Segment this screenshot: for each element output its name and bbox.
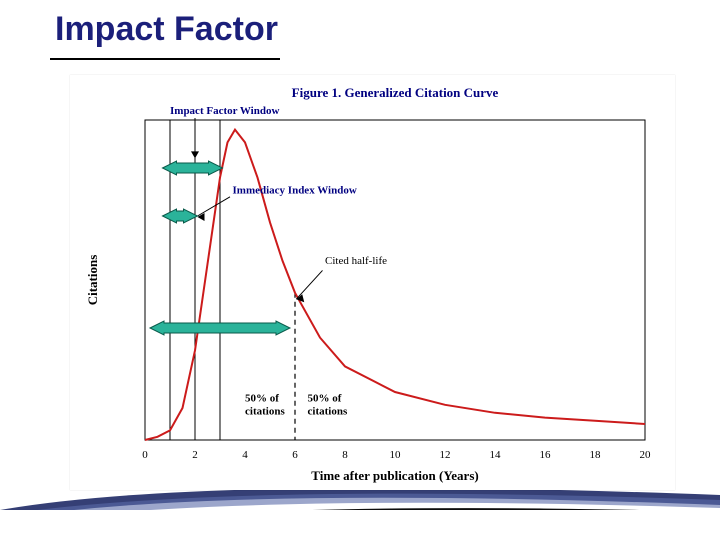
x-tick-label: 4 (242, 449, 248, 461)
figure-container: Figure 1. Generalized Citation Curve 0 2 4 6… (70, 75, 675, 490)
x-axis-label: Time after publication (Years) (311, 468, 478, 483)
figure-caption: Figure 1. Generalized Citation Curve (292, 85, 499, 100)
immediacy-label: Immediacy Index Window (233, 185, 357, 197)
arrow-half-life (150, 321, 290, 335)
right-50-label-line2: citations (308, 406, 348, 418)
left-50-label-line2: citations (245, 406, 285, 418)
title-underline (50, 58, 280, 60)
x-tick-label: 6 (292, 449, 298, 461)
y-axis-label: Citations (85, 255, 100, 306)
left-50-label-line1: 50% of (245, 393, 279, 405)
x-tick-label: 2 (192, 449, 198, 461)
slide-title: Impact Factor (55, 10, 278, 49)
slide: Impact Factor Figure 1. Generalized Cita… (0, 0, 720, 540)
half-life-label: Cited half-life (325, 255, 387, 267)
x-tick-label: 12 (440, 449, 451, 461)
impact-factor-label: Impact Factor Window (170, 105, 279, 117)
x-tick-label: 14 (490, 449, 502, 461)
x-tick-label: 8 (342, 449, 348, 461)
x-tick-label: 20 (640, 449, 652, 461)
x-tick-label: 18 (590, 449, 602, 461)
x-tick-label: 0 (142, 449, 148, 461)
arrow-impact-factor (163, 161, 223, 175)
x-tick-label: 16 (540, 449, 552, 461)
citation-chart: Figure 1. Generalized Citation Curve 0 2 4 6… (70, 75, 675, 490)
x-tick-label: 10 (390, 449, 402, 461)
right-50-label-line1: 50% of (308, 393, 342, 405)
